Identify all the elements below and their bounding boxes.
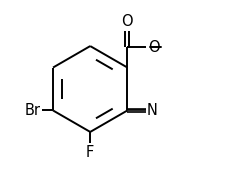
- Text: O: O: [121, 14, 133, 29]
- Text: O: O: [148, 40, 159, 55]
- Text: Br: Br: [25, 103, 40, 118]
- Text: N: N: [146, 103, 157, 118]
- Text: F: F: [86, 145, 94, 160]
